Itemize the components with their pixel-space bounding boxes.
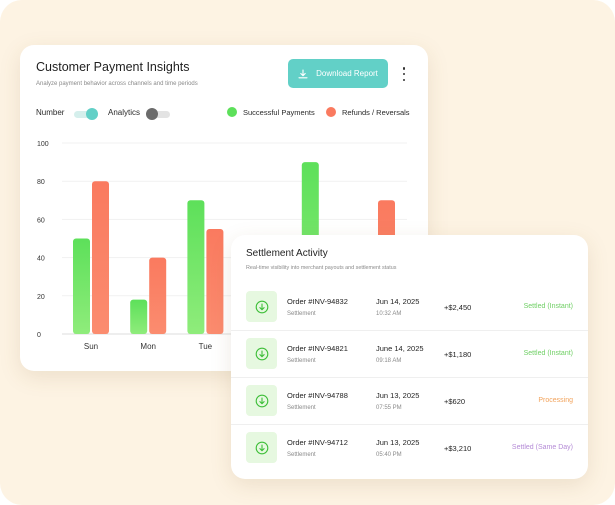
row-time: 10:32 AM <box>376 311 402 317</box>
y-tick-label: 60 <box>37 217 45 224</box>
row-type: Settlement <box>287 311 316 317</box>
download-icon <box>298 68 308 78</box>
settlement-title: Settlement Activity <box>246 248 328 259</box>
number-toggle-knob <box>86 108 98 120</box>
legend-refunds: Refunds / Reversals <box>342 108 410 117</box>
analytics-toggle-knob <box>146 108 158 120</box>
row-date: Jun 14, 2025 <box>376 297 420 306</box>
download-report-label: Download Report <box>316 69 378 78</box>
payment-insights-card: Customer Payment Insights Analyze paymen… <box>20 45 428 371</box>
row-status: Settled (Instant) <box>523 303 573 310</box>
row-date: June 14, 2025 <box>376 344 424 353</box>
row-time: 09:18 AM <box>376 358 402 364</box>
row-status: Settled (Same Day) <box>511 444 573 451</box>
row-status: Processing <box>538 397 573 404</box>
toggle-label-number: Number <box>36 108 65 117</box>
legend-successful: Successful Payments <box>243 108 315 117</box>
x-tick-label: Tue <box>199 342 213 351</box>
row-divider <box>231 330 588 331</box>
settlement-row[interactable]: Order #INV-94712 Settlement Jun 13, 2025… <box>231 425 588 472</box>
row-amount: +$2,450 <box>444 303 472 312</box>
y-tick-label: 80 <box>37 179 45 186</box>
bar-successful <box>187 200 205 334</box>
bar-refunds <box>206 228 224 334</box>
y-tick-label: 40 <box>37 256 45 263</box>
settlement-subtitle: Real-time visibility into merchant payou… <box>246 265 397 271</box>
row-amount: +$1,180 <box>444 350 472 359</box>
bar-refunds <box>149 257 167 334</box>
legend-dot-successful <box>227 107 237 117</box>
row-order-id: Order #INV-94821 <box>287 344 348 353</box>
y-tick-label: 20 <box>37 294 45 301</box>
row-date: Jun 13, 2025 <box>376 438 420 447</box>
insights-title: Customer Payment Insights <box>36 60 190 74</box>
settlement-activity-card: Settlement Activity Real-time visibility… <box>231 235 588 479</box>
row-divider <box>231 424 588 425</box>
row-amount: +$3,210 <box>444 444 472 453</box>
download-circle-icon <box>246 385 277 416</box>
settlement-row[interactable]: Order #INV-94832 Settlement Jun 14, 2025… <box>231 284 588 331</box>
x-tick-label: Sun <box>84 342 98 351</box>
y-tick-label: 0 <box>37 332 41 339</box>
row-order-id: Order #INV-94788 <box>287 391 348 400</box>
insights-subtitle: Analyze payment behavior across channels… <box>36 81 198 87</box>
analytics-toggle[interactable] <box>146 108 170 120</box>
row-status: Settled (Instant) <box>523 350 573 357</box>
row-divider <box>231 377 588 378</box>
settlement-row[interactable]: Order #INV-94788 Settlement Jun 13, 2025… <box>231 378 588 425</box>
row-time: 05:40 PM <box>376 452 402 458</box>
bar-successful <box>130 299 148 334</box>
row-order-id: Order #INV-94712 <box>287 438 348 447</box>
row-type: Settlement <box>287 405 316 411</box>
x-tick-label: Mon <box>140 342 156 351</box>
download-report-button[interactable]: Download Report <box>288 59 388 88</box>
more-options-icon[interactable] <box>400 67 408 81</box>
row-amount: +$620 <box>444 397 466 406</box>
row-order-id: Order #INV-94832 <box>287 297 348 306</box>
number-toggle[interactable] <box>74 108 98 120</box>
row-type: Settlement <box>287 452 316 458</box>
legend-dot-refunds <box>326 107 336 117</box>
download-circle-icon <box>246 338 277 369</box>
y-tick-label: 100 <box>37 141 49 148</box>
bar-successful <box>73 238 90 334</box>
row-time: 07:55 PM <box>376 405 402 411</box>
download-circle-icon <box>246 432 277 463</box>
toggle-label-analytics: Analytics <box>108 108 141 117</box>
settlement-row[interactable]: Order #INV-94821 Settlement June 14, 202… <box>231 331 588 378</box>
row-type: Settlement <box>287 358 316 364</box>
download-circle-icon <box>246 291 277 322</box>
bar-refunds <box>92 181 109 334</box>
row-date: Jun 13, 2025 <box>376 391 420 400</box>
